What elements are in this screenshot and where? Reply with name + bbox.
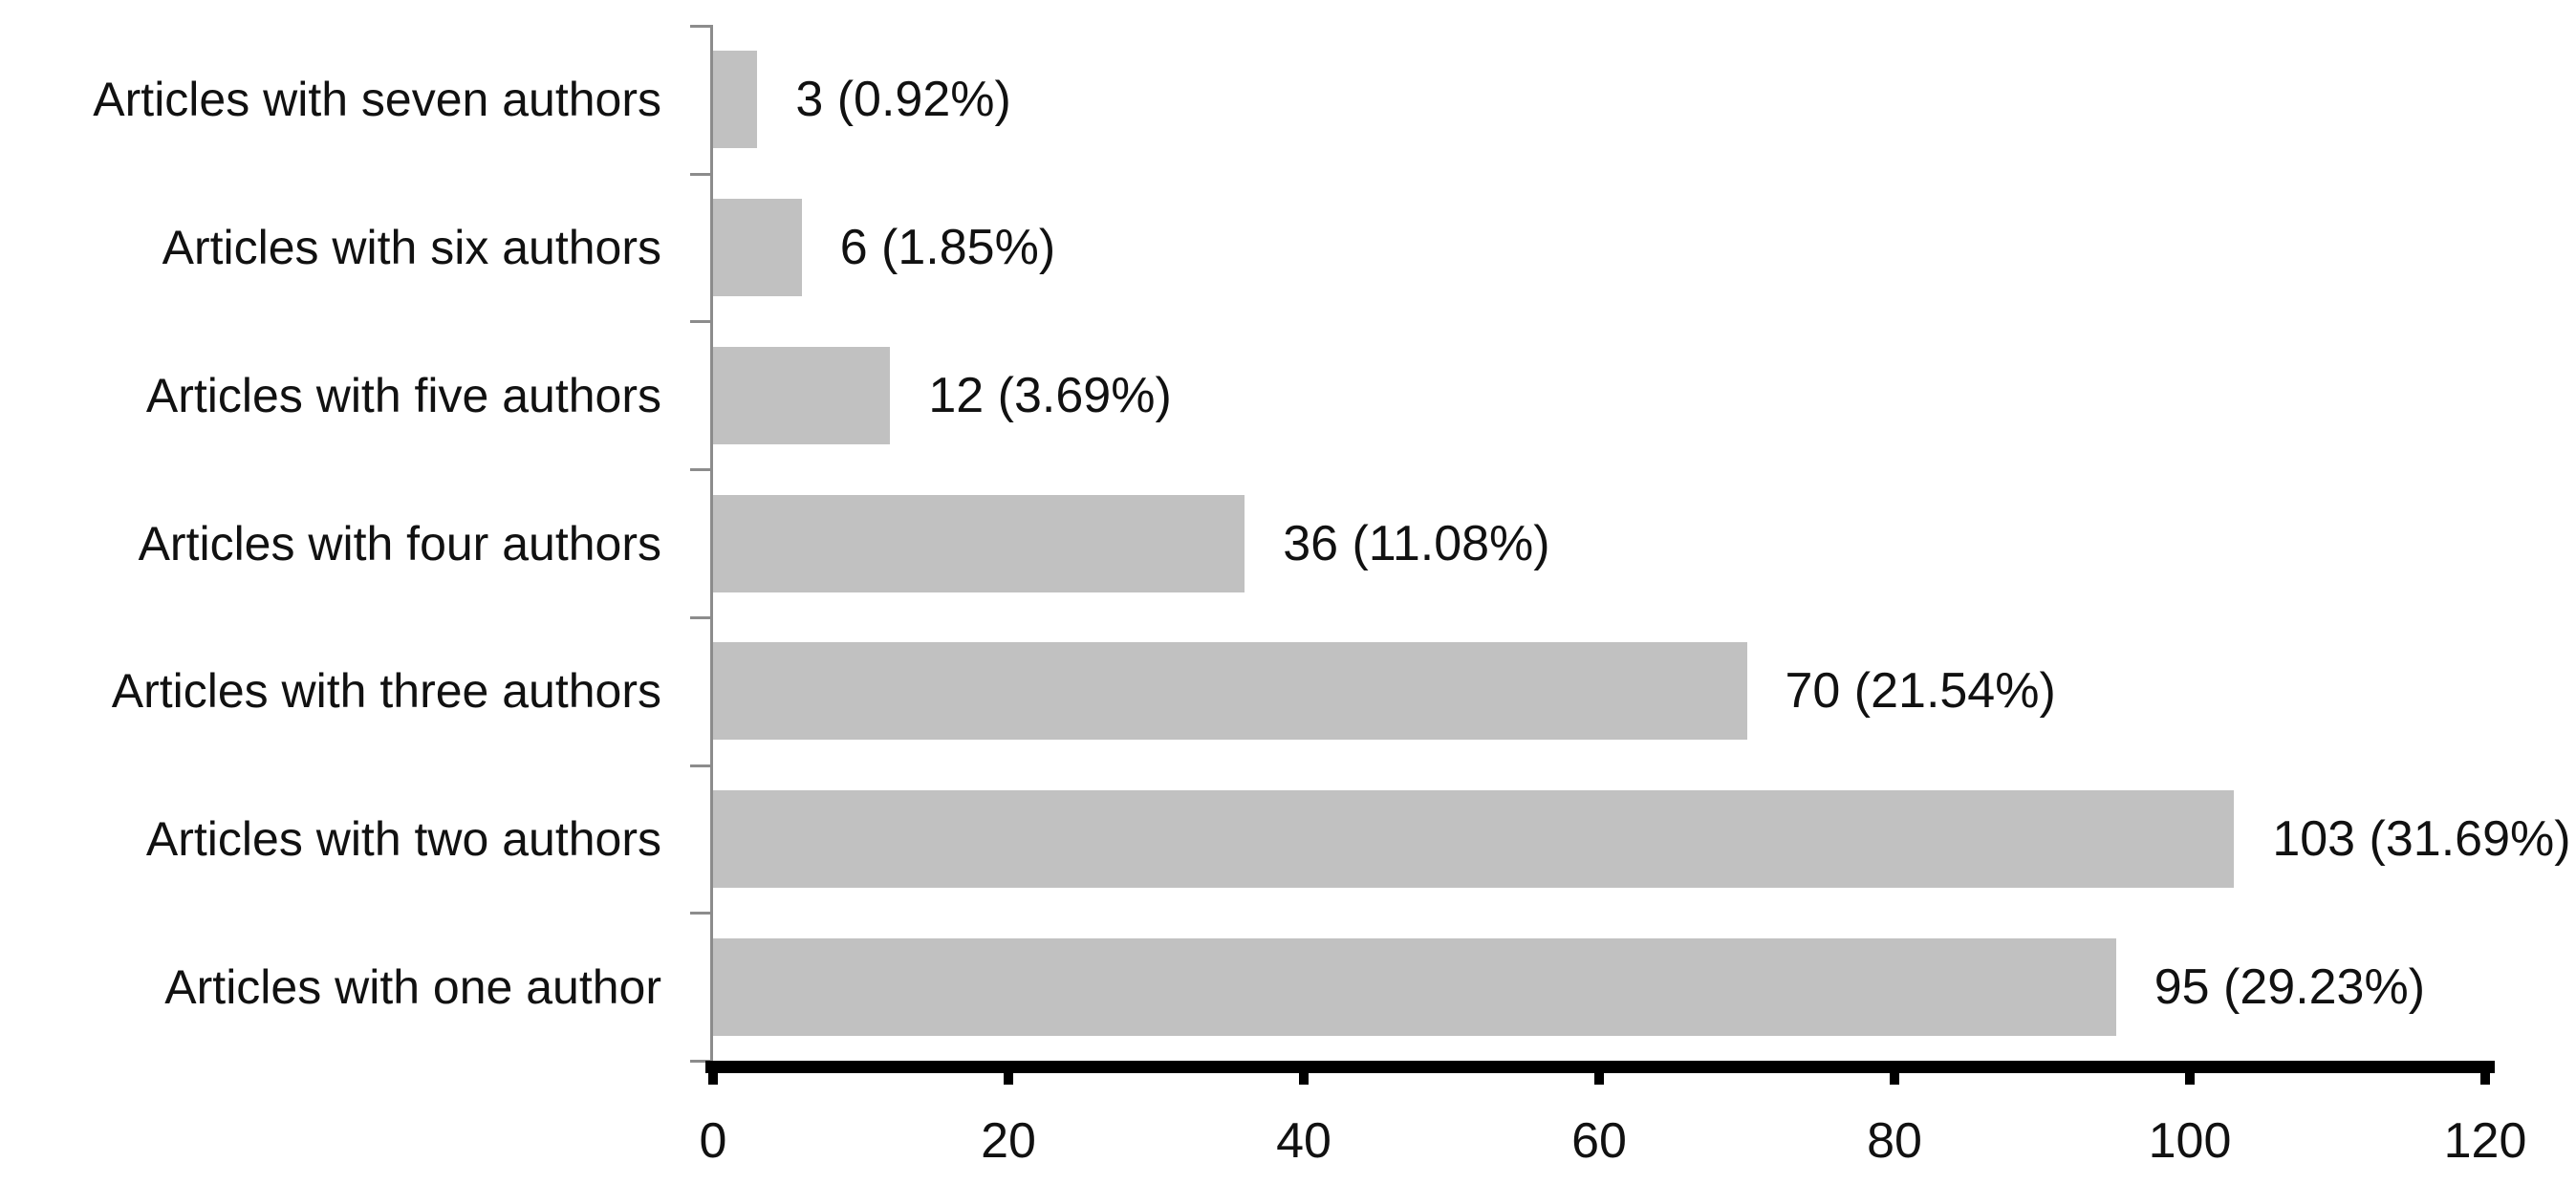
x-axis-tick xyxy=(708,1071,718,1085)
category-label: Articles with two authors xyxy=(145,811,661,866)
category-label: Articles with seven authors xyxy=(93,73,661,127)
x-axis-tick xyxy=(1299,1071,1309,1085)
value-label: 36 (11.08%) xyxy=(1283,515,1550,571)
category-label: Articles with three authors xyxy=(111,664,661,719)
bar xyxy=(713,937,2116,1036)
bar xyxy=(713,642,1747,741)
y-axis-tick xyxy=(690,764,713,767)
x-axis-tick xyxy=(1004,1071,1013,1085)
bar xyxy=(713,199,802,297)
category-label: Articles with five authors xyxy=(145,368,661,422)
y-axis-tick xyxy=(690,615,713,619)
x-axis-tick-label: 80 xyxy=(1867,1113,1922,1169)
y-axis-line xyxy=(710,26,713,1061)
bar xyxy=(713,494,1245,592)
x-axis-tick xyxy=(1890,1071,1899,1085)
bar xyxy=(713,51,758,149)
x-axis-line xyxy=(705,1061,2495,1073)
category-label: Articles with one author xyxy=(164,959,661,1014)
category-label: Articles with six authors xyxy=(162,221,661,275)
value-label: 3 (0.92%) xyxy=(795,72,1011,128)
y-axis-tick xyxy=(690,172,713,176)
x-axis-tick xyxy=(1594,1071,1604,1085)
value-label: 6 (1.85%) xyxy=(839,220,1056,276)
x-axis-tick xyxy=(2480,1071,2490,1085)
bar xyxy=(713,789,2235,888)
y-axis-tick xyxy=(690,1060,713,1063)
y-axis-tick xyxy=(690,468,713,472)
value-label: 103 (31.69%) xyxy=(2272,810,2571,867)
x-axis-tick-label: 120 xyxy=(2443,1113,2527,1169)
y-axis-tick xyxy=(690,25,713,28)
value-label: 95 (29.23%) xyxy=(2154,958,2426,1015)
x-axis-tick-label: 20 xyxy=(981,1113,1036,1169)
y-axis-tick xyxy=(690,912,713,915)
x-axis-tick xyxy=(2185,1071,2195,1085)
x-axis-tick-label: 40 xyxy=(1276,1113,1331,1169)
value-label: 12 (3.69%) xyxy=(928,367,1172,423)
bar xyxy=(713,346,891,444)
y-axis-tick xyxy=(690,320,713,324)
x-axis-tick-label: 0 xyxy=(699,1113,727,1169)
value-label: 70 (21.54%) xyxy=(1785,663,2056,720)
category-label: Articles with four authors xyxy=(138,516,661,570)
x-axis-tick-label: 100 xyxy=(2148,1113,2232,1169)
x-axis-tick-label: 60 xyxy=(1571,1113,1627,1169)
